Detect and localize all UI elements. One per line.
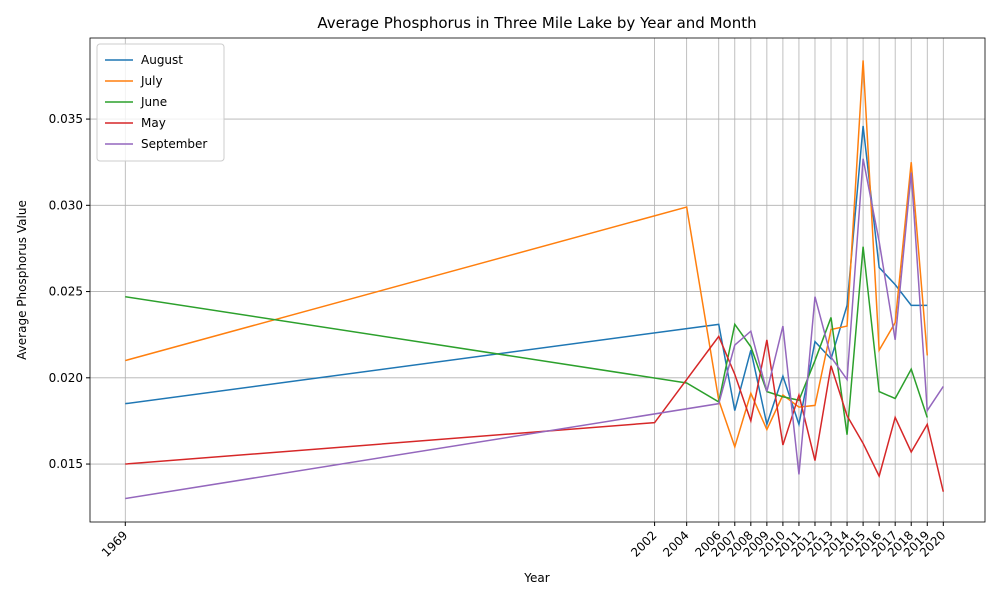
series-line <box>125 158 944 500</box>
chart-title: Average Phosphorus in Three Mile Lake by… <box>317 14 756 32</box>
legend-box <box>96 43 225 162</box>
y-tick-label: 0.015 <box>49 457 83 471</box>
series-line <box>125 334 945 492</box>
x-tick-label: 2004 <box>660 528 691 559</box>
legend: August July June May September <box>96 43 225 162</box>
x-tick-label: 1969 <box>99 528 130 559</box>
y-tick-label: 0.030 <box>49 198 83 212</box>
y-tick-label: 0.025 <box>49 285 83 299</box>
plot-frame <box>89 37 986 523</box>
legend-label: May <box>141 116 166 130</box>
legend-label: July <box>140 74 163 88</box>
x-tick-label: 2002 <box>628 528 659 559</box>
series-line <box>125 60 929 450</box>
legend-label: June <box>140 95 167 109</box>
y-tick-label: 0.035 <box>49 112 83 126</box>
y-tick-label: 0.020 <box>49 371 83 385</box>
x-axis-label: Year <box>523 571 549 585</box>
y-axis-label: Average Phosphorus Value <box>15 200 29 360</box>
legend-label: August <box>141 53 183 67</box>
legend-label: September <box>141 137 207 151</box>
